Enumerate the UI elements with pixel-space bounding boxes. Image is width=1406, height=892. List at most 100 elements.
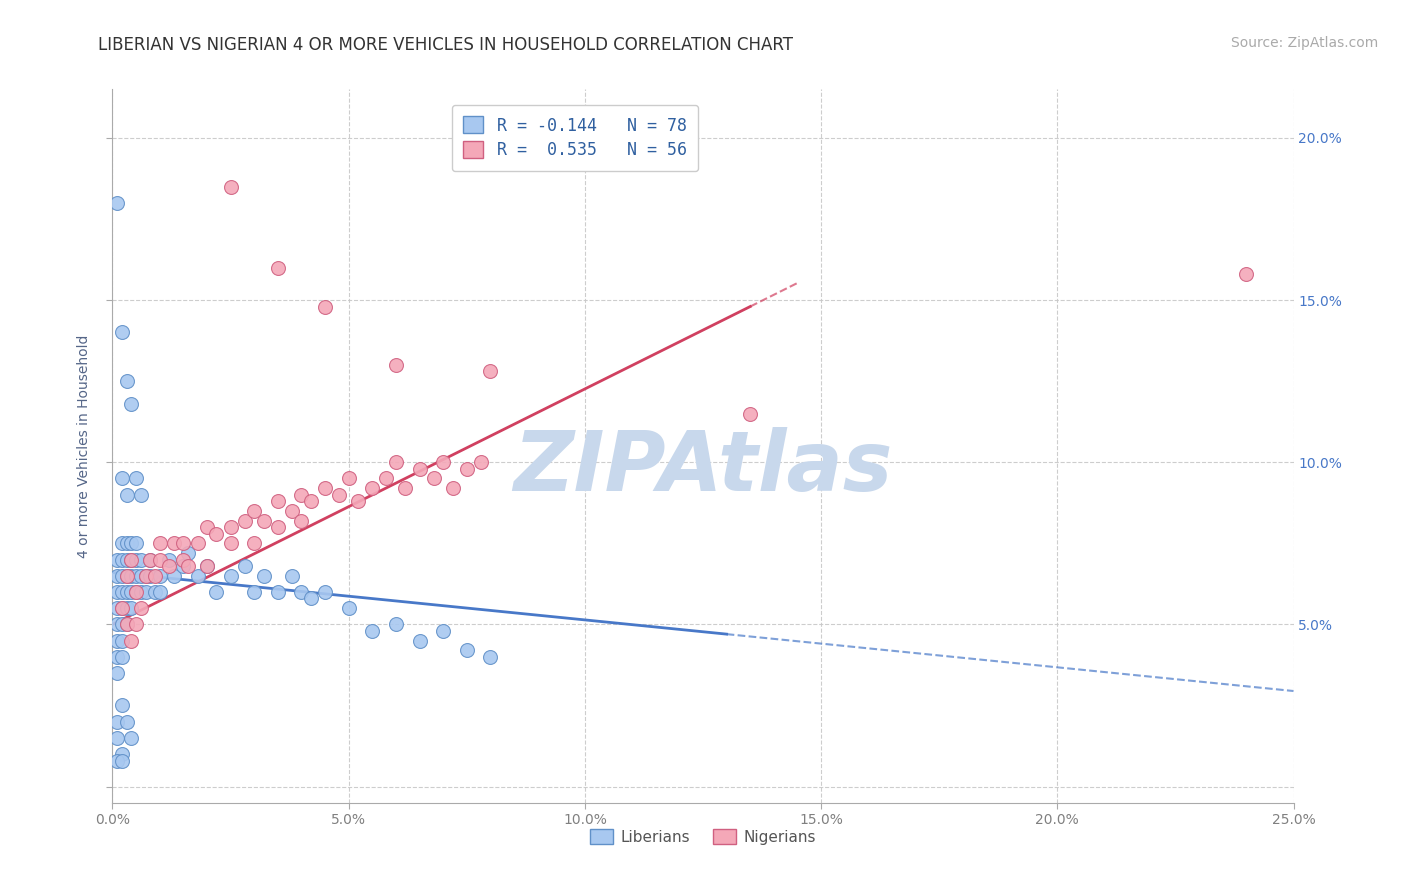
Point (157, 552, 180, 566)
Point (139, 552, 162, 566)
Point (115, 714, 138, 729)
Point (186, 536, 208, 550)
Point (111, 633, 134, 648)
Point (195, 559, 218, 574)
Point (129, 552, 152, 566)
Point (422, 471, 444, 485)
Point (115, 374, 138, 388)
Point (111, 585, 134, 599)
Point (243, 504, 266, 518)
Point (115, 536, 138, 550)
Point (375, 471, 398, 485)
Point (111, 601, 134, 615)
Point (105, 568, 128, 582)
Point (233, 559, 256, 574)
Point (432, 624, 454, 638)
Point (177, 546, 200, 560)
Point (105, 666, 128, 681)
Point (172, 552, 194, 566)
Point (105, 731, 128, 745)
Point (195, 520, 218, 534)
Point (105, 601, 128, 615)
Point (299, 494, 322, 508)
Point (111, 536, 134, 550)
Point (177, 559, 200, 574)
Point (163, 536, 186, 550)
Point (456, 643, 478, 657)
Point (115, 552, 138, 566)
Point (120, 536, 142, 550)
Point (243, 536, 266, 550)
Point (361, 481, 384, 495)
Point (267, 260, 290, 275)
Text: LIBERIAN VS NIGERIAN 4 OR MORE VEHICLES IN HOUSEHOLD CORRELATION CHART: LIBERIAN VS NIGERIAN 4 OR MORE VEHICLES … (98, 36, 793, 54)
Point (111, 649, 134, 664)
Point (111, 617, 134, 632)
Point (219, 179, 242, 194)
Point (195, 559, 218, 574)
Point (129, 601, 152, 615)
Point (143, 585, 166, 599)
Point (408, 461, 430, 475)
Point (120, 397, 142, 411)
Point (111, 568, 134, 582)
Point (253, 568, 276, 582)
Point (143, 568, 166, 582)
Point (135, 568, 157, 582)
Point (125, 585, 148, 599)
Point (135, 568, 157, 582)
Point (219, 520, 242, 534)
Point (111, 471, 134, 485)
Point (479, 364, 502, 378)
Point (385, 455, 408, 469)
Point (253, 514, 276, 528)
Point (337, 601, 360, 615)
Point (172, 559, 194, 574)
Point (479, 649, 502, 664)
Point (120, 731, 142, 745)
Point (111, 552, 134, 566)
Point (129, 585, 152, 599)
Point (125, 536, 148, 550)
Point (149, 585, 172, 599)
Point (115, 601, 138, 615)
Point (163, 568, 186, 582)
Point (385, 617, 408, 632)
Point (281, 568, 304, 582)
Point (328, 488, 350, 502)
Point (105, 552, 128, 566)
Point (219, 568, 242, 582)
Point (115, 617, 138, 632)
Point (125, 568, 148, 582)
Point (115, 617, 138, 632)
Point (115, 585, 138, 599)
Point (281, 504, 304, 518)
Point (120, 552, 142, 566)
Point (120, 585, 142, 599)
Point (105, 754, 128, 768)
Point (314, 585, 336, 599)
Text: ZIPAtlas: ZIPAtlas (513, 427, 893, 508)
Point (1234, 267, 1257, 281)
Point (233, 514, 256, 528)
Point (129, 568, 152, 582)
Point (139, 568, 162, 582)
Point (205, 585, 228, 599)
Point (172, 536, 194, 550)
Text: Source: ZipAtlas.com: Source: ZipAtlas.com (1230, 36, 1378, 50)
Point (139, 552, 162, 566)
Point (441, 481, 464, 495)
Point (408, 633, 430, 648)
Point (394, 481, 416, 495)
Point (125, 471, 148, 485)
Point (740, 407, 762, 421)
Point (149, 536, 172, 550)
Point (120, 601, 142, 615)
Point (149, 568, 172, 582)
Point (290, 488, 312, 502)
Point (105, 585, 128, 599)
Point (267, 494, 290, 508)
Point (111, 326, 134, 340)
Point (125, 617, 148, 632)
Point (347, 494, 370, 508)
